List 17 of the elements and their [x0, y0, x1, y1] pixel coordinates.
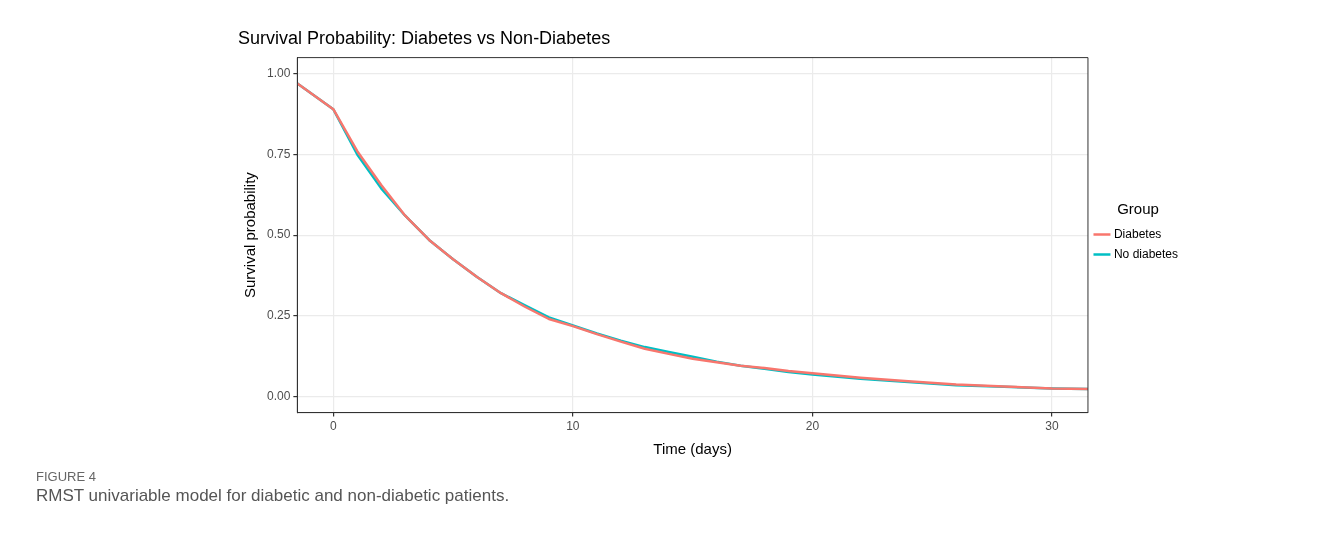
legend-label: Diabetes [1113, 226, 1162, 241]
y-tick-label: 0.75 [267, 146, 291, 161]
x-tick-label: 20 [805, 419, 820, 434]
y-tick-label: 0.50 [267, 227, 291, 242]
text: RMST univariable model for diabetic and non-diabetic patients. [36, 486, 511, 506]
chart-title: Survival Probability: Diabetes vs Non-Diabetes [238, 27, 611, 48]
y-tick-label: 0.00 [267, 388, 291, 403]
legend-label: No diabetes [1113, 246, 1178, 261]
legend-title: Group [1117, 200, 1159, 218]
y-tick-label: 0.25 [267, 308, 291, 323]
y-tick-label: 1.00 [267, 66, 291, 81]
y-axis-title: Survival probability [241, 171, 259, 299]
x-tick-label: 30 [1045, 419, 1060, 434]
x-tick-label: 10 [566, 419, 580, 434]
x-axis-title: Time (days) [653, 440, 732, 458]
caption: FIGURE 4 [36, 469, 97, 484]
x-tick-label: 0 [329, 419, 337, 434]
